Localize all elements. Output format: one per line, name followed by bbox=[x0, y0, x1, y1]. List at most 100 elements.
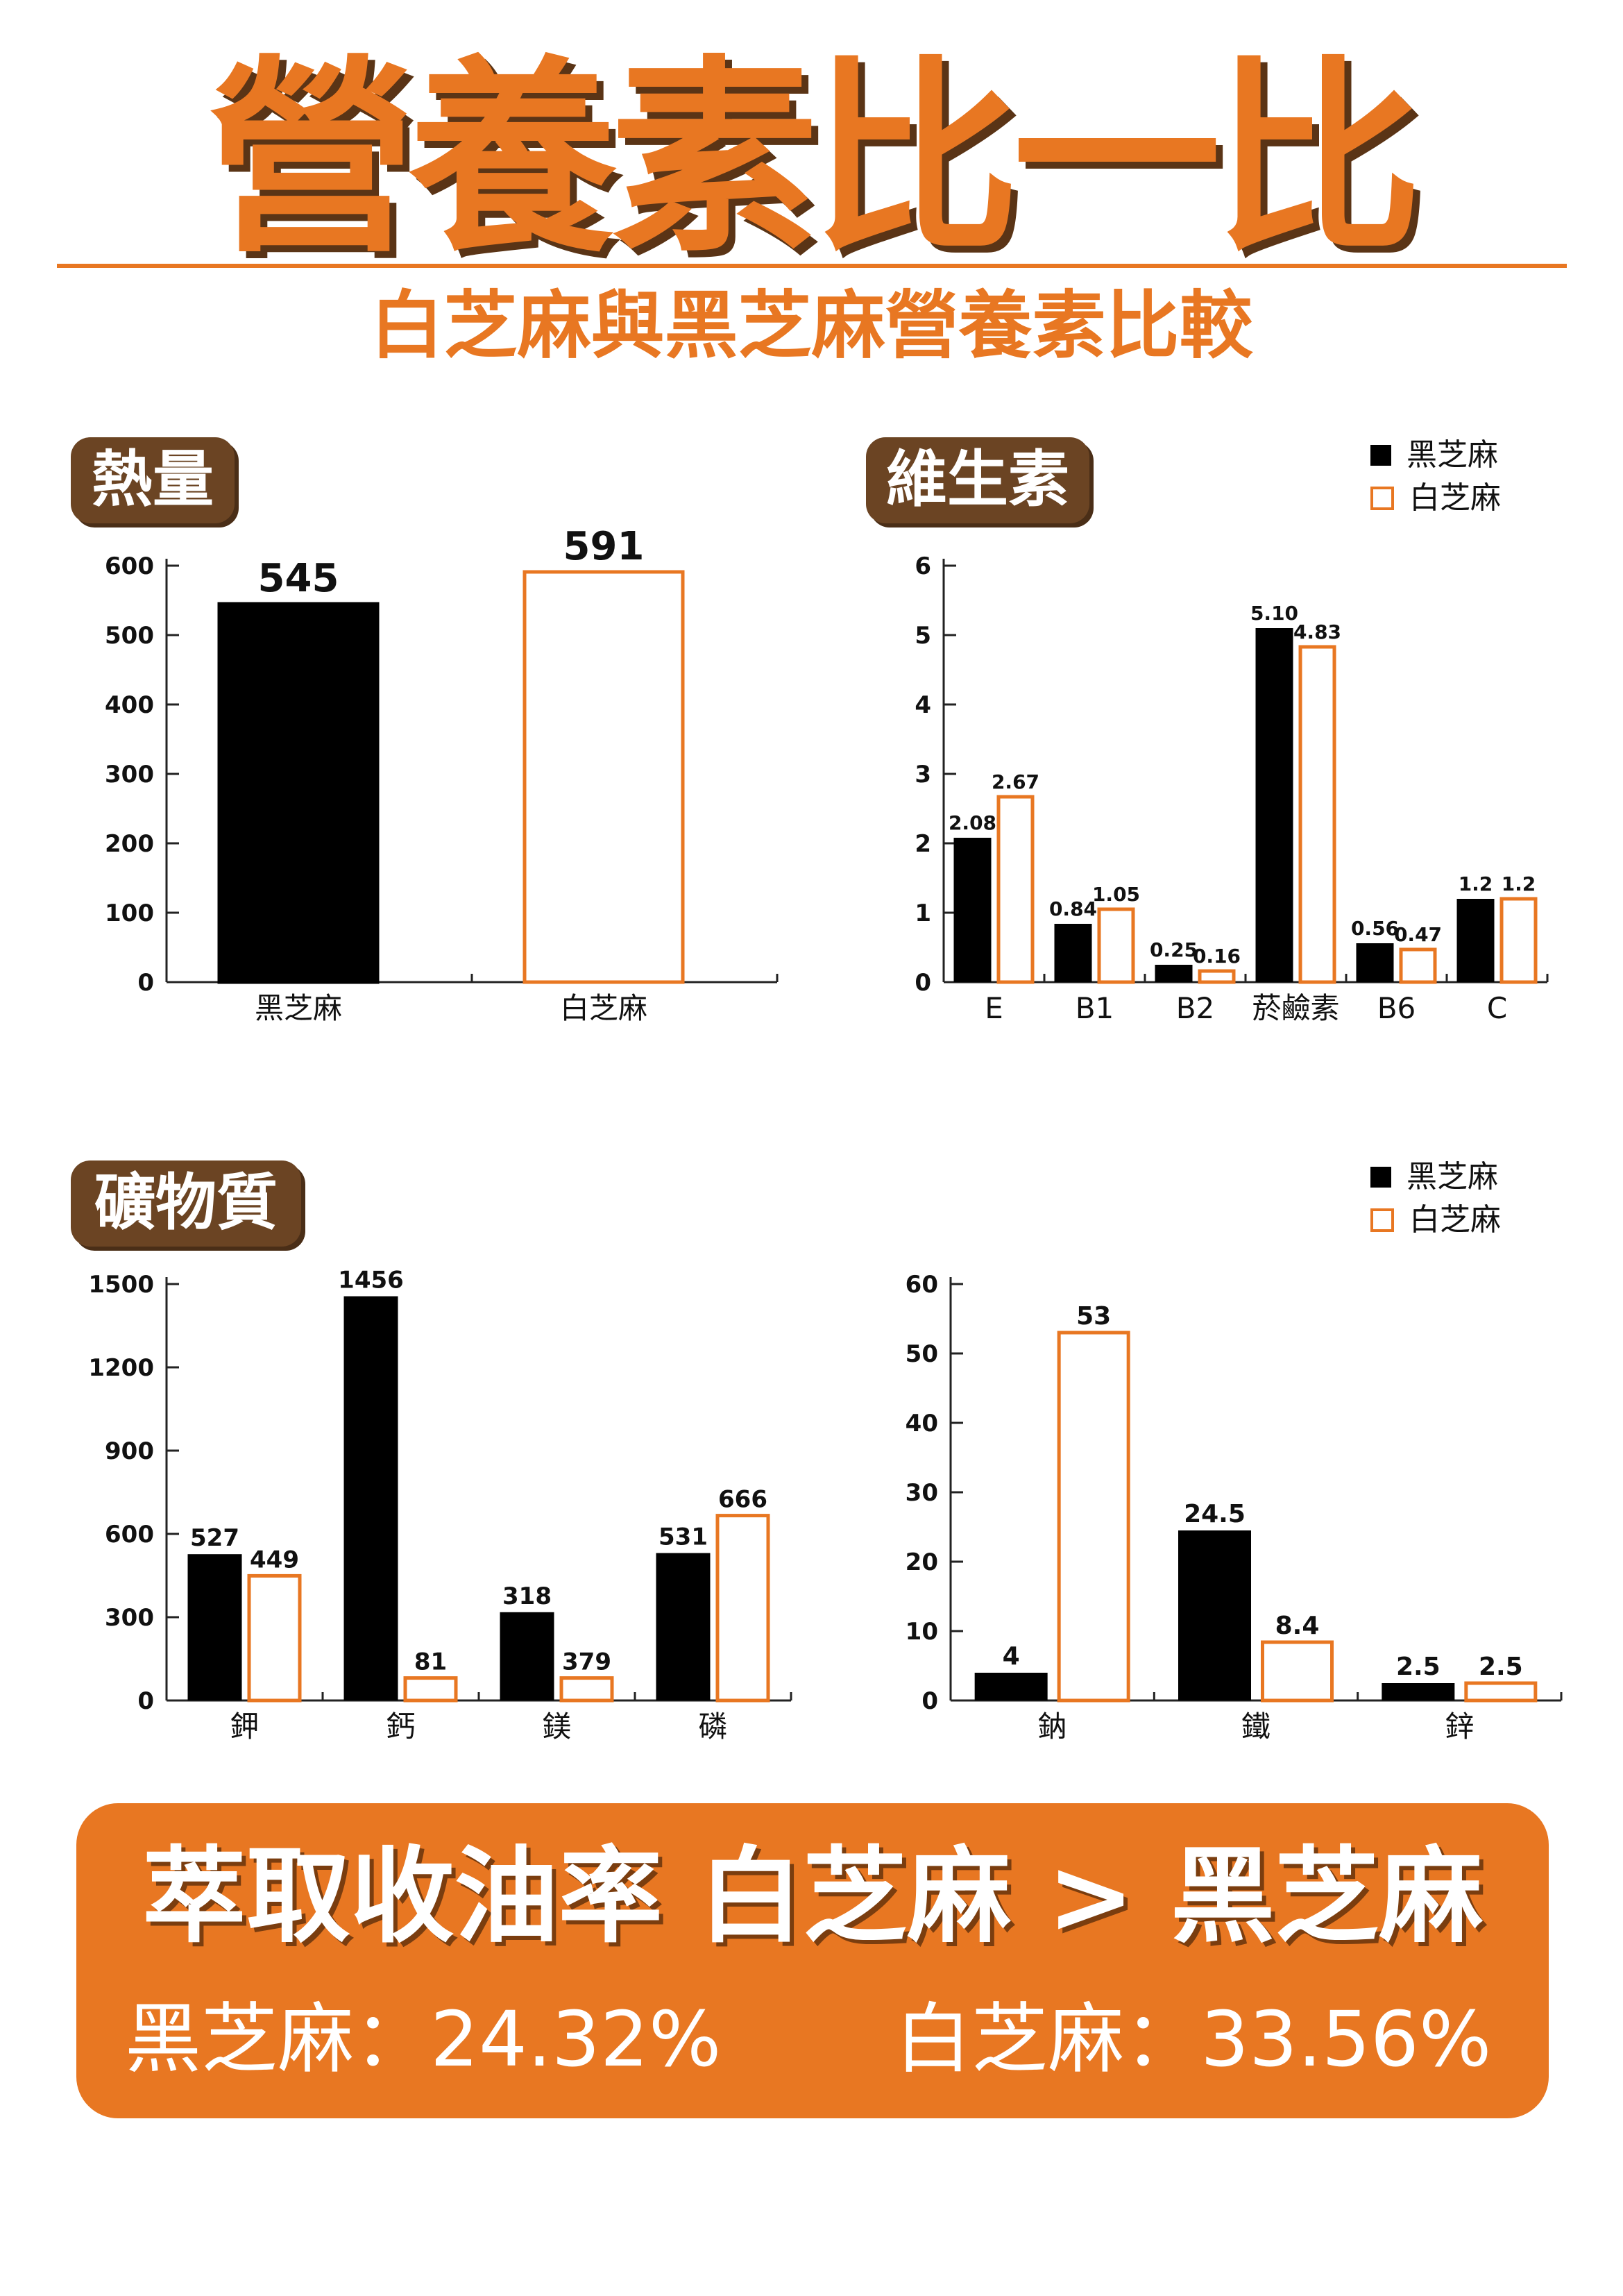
bar-value-label: 2.5 bbox=[1479, 1653, 1523, 1681]
bar-white-sesame bbox=[996, 795, 1035, 984]
bar-value-label: 0.56 bbox=[1351, 917, 1399, 940]
bar-value-label: 0.47 bbox=[1394, 923, 1442, 946]
bar-black-sesame bbox=[1356, 943, 1394, 982]
legend-entry-white: 白芝麻 bbox=[1370, 1199, 1501, 1242]
x-category-label: 鉀 bbox=[230, 1710, 259, 1744]
x-category-label: 磷 bbox=[698, 1710, 727, 1744]
bar-value-label: 2.5 bbox=[1396, 1653, 1441, 1681]
bar-value-label: 8.4 bbox=[1275, 1612, 1320, 1640]
y-tick-label: 0 bbox=[915, 969, 931, 997]
bar-white-sesame bbox=[1261, 1640, 1334, 1703]
y-tick-label: 5 bbox=[915, 622, 931, 650]
bar-value-label: 0.16 bbox=[1193, 945, 1241, 968]
bar-white-sesame bbox=[403, 1676, 458, 1703]
bar-black-sesame bbox=[1054, 924, 1092, 982]
bar-value-label: 379 bbox=[562, 1648, 611, 1676]
bar-black-sesame bbox=[1382, 1683, 1455, 1700]
title-divider bbox=[57, 264, 1567, 268]
y-tick-label: 2 bbox=[915, 830, 931, 858]
bar-white-sesame bbox=[1499, 897, 1538, 984]
bar-black-sesame bbox=[500, 1612, 554, 1700]
x-category-label: 白芝麻 bbox=[560, 991, 647, 1025]
y-tick-label: 100 bbox=[105, 900, 154, 927]
minerals-chart-major: 0 300 600 900 1200 1500 鉀 527 449 鈣 1456 81 鎂 318 379 磷… bbox=[88, 1267, 792, 1744]
y-tick-label: 6 bbox=[915, 552, 931, 580]
section-label-vitamins: 維生素 bbox=[866, 437, 1089, 523]
bar-value-label: 318 bbox=[502, 1582, 552, 1610]
y-tick-label: 500 bbox=[105, 622, 154, 650]
bar-white-sesame bbox=[1298, 645, 1336, 984]
y-tick-label: 0 bbox=[137, 1687, 154, 1715]
legend-entry-black: 黑芝麻 bbox=[1370, 1156, 1501, 1199]
bar-black-sesame bbox=[974, 1673, 1048, 1700]
bar-value-label: 666 bbox=[718, 1486, 767, 1514]
bar bbox=[522, 570, 685, 984]
bar-value-label: 1456 bbox=[338, 1267, 404, 1294]
y-tick-label: 40 bbox=[906, 1410, 938, 1437]
bar-white-sesame bbox=[715, 1514, 770, 1703]
banner-stat-black: 黑芝麻：24.32% bbox=[125, 1995, 722, 2084]
x-category-label: 菸鹼素 bbox=[1252, 991, 1339, 1025]
bar-value-label: 527 bbox=[190, 1524, 239, 1552]
bar-white-sesame bbox=[247, 1573, 302, 1703]
main-title: 營養素比一比 bbox=[207, 38, 1422, 280]
bar-black-sesame bbox=[656, 1553, 711, 1700]
bar-black-sesame bbox=[953, 838, 992, 982]
section-label-calories: 熱量 bbox=[71, 437, 235, 523]
y-tick-label: 0 bbox=[921, 1687, 938, 1715]
x-category-label: 鋅 bbox=[1445, 1710, 1474, 1744]
bar-black-sesame bbox=[187, 1554, 242, 1700]
y-tick-label: 10 bbox=[906, 1618, 938, 1646]
y-tick-label: 300 bbox=[105, 761, 154, 788]
bar-value-label: 81 bbox=[414, 1648, 447, 1676]
y-tick-label: 1200 bbox=[88, 1354, 154, 1382]
bar bbox=[217, 602, 380, 984]
bar-value-label: 1.2 bbox=[1459, 872, 1493, 895]
bar-value-label: 0.84 bbox=[1049, 897, 1097, 920]
y-tick-label: 300 bbox=[105, 1604, 154, 1632]
x-category-label: E bbox=[985, 991, 1003, 1025]
x-category-label: 鈉 bbox=[1038, 1710, 1067, 1744]
bar-value-label: 4.83 bbox=[1293, 621, 1341, 643]
subtitle: 白芝麻與黑芝麻營養素比較 bbox=[370, 283, 1253, 369]
legend-label-white: 白芝麻 bbox=[1409, 1202, 1501, 1238]
y-tick-label: 400 bbox=[105, 691, 154, 719]
y-tick-label: 0 bbox=[137, 969, 154, 997]
y-tick-label: 600 bbox=[105, 1521, 154, 1548]
x-category-label: C bbox=[1487, 991, 1507, 1025]
bar-value-label: 5.10 bbox=[1250, 602, 1298, 625]
legend-entry-white: 白芝麻 bbox=[1370, 477, 1501, 520]
banner-stat-white: 白芝麻：33.56% bbox=[895, 1995, 1492, 2084]
legend-label-black: 黑芝麻 bbox=[1407, 437, 1498, 473]
bar-value-label: 24.5 bbox=[1184, 1500, 1246, 1528]
y-tick-label: 1500 bbox=[88, 1271, 154, 1299]
bar-white-sesame bbox=[1464, 1681, 1538, 1703]
x-category-label: B1 bbox=[1076, 991, 1114, 1025]
bar-black-sesame bbox=[1255, 628, 1293, 982]
bar-white-sesame bbox=[1399, 947, 1437, 984]
section-label-minerals: 礦物質 bbox=[71, 1160, 301, 1247]
y-tick-label: 30 bbox=[906, 1479, 938, 1507]
x-category-label: 鎂 bbox=[542, 1710, 571, 1744]
bar-value-label: 53 bbox=[1076, 1302, 1111, 1331]
legend-swatch-white bbox=[1370, 487, 1394, 510]
bar-value-label: 1.2 bbox=[1502, 872, 1536, 895]
bar-value-label: 1.05 bbox=[1092, 883, 1140, 906]
bar-white-sesame bbox=[1057, 1331, 1130, 1703]
legend-vitamins: 黑芝麻 白芝麻 bbox=[1370, 434, 1501, 520]
x-category-label: 鈣 bbox=[386, 1710, 415, 1744]
y-tick-label: 600 bbox=[105, 552, 154, 580]
y-tick-label: 20 bbox=[906, 1548, 938, 1576]
legend-swatch-black bbox=[1370, 1167, 1391, 1188]
bar-value-label: 0.25 bbox=[1150, 938, 1198, 961]
bar-black-sesame bbox=[1178, 1530, 1251, 1700]
y-tick-label: 4 bbox=[915, 691, 931, 719]
y-tick-label: 3 bbox=[915, 761, 931, 788]
minerals-chart-trace: 0 10 20 30 40 50 60 鈉 4 53 鐵 24.5 8.4 鋅 2.5 2.5 bbox=[906, 1271, 1563, 1744]
y-tick-label: 200 bbox=[105, 830, 154, 858]
oil-yield-banner: 萃取收油率 白芝麻 > 黑芝麻 黑芝麻：24.32% 白芝麻：33.56% bbox=[76, 1803, 1549, 2118]
y-tick-label: 900 bbox=[105, 1437, 154, 1465]
x-category-label: B6 bbox=[1377, 991, 1416, 1025]
bar-value-label: 2.08 bbox=[949, 811, 996, 834]
legend-label-white: 白芝麻 bbox=[1409, 480, 1501, 516]
